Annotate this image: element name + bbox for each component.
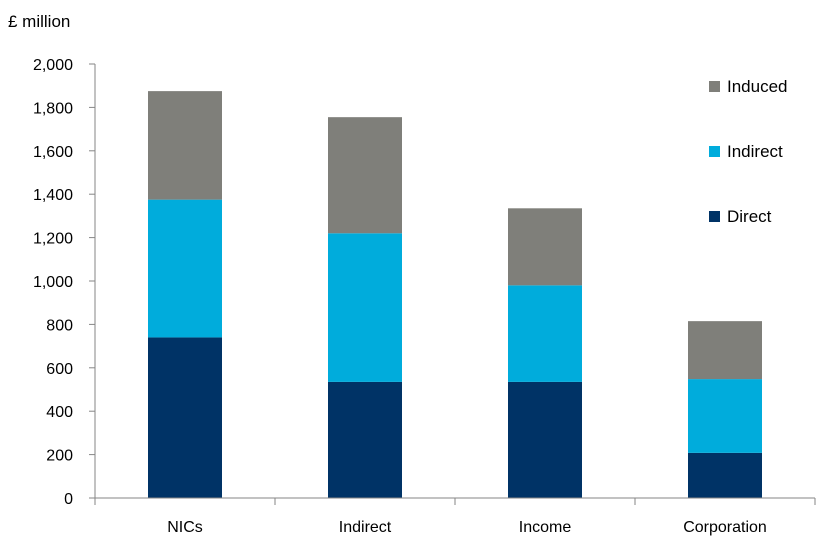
bar-direct-indirect [328,381,402,498]
y-tick-label: 1,800 [33,100,73,117]
legend-swatch-induced [709,81,720,92]
bar-induced-indirect [328,117,402,234]
x-tick-label: Income [519,519,572,536]
bars [148,91,762,498]
y-axis: 0 200 400 600 800 1,000 1,200 1,400 1,600 1,800 2,… [33,57,96,508]
bar-induced-corporation [688,321,762,380]
bar-direct-income [508,381,582,498]
bar-indirect-indirect [328,233,402,382]
bar-indirect-corporation [688,379,762,453]
y-tick-label: 800 [46,317,73,334]
y-tick-label: 200 [46,448,73,465]
y-tick-label: 1,200 [33,231,73,248]
y-tick-label: 0 [64,491,73,508]
bar-indirect-nics [148,199,222,338]
x-tick-label: Indirect [339,519,392,536]
legend-label-induced: Induced [727,77,788,96]
y-tick-label: 2,000 [33,57,73,74]
legend-label-indirect: Indirect [727,142,783,161]
x-tick-label: NICs [167,519,203,536]
y-tick-label: 600 [46,361,73,378]
bar-induced-income [508,208,582,286]
x-tick-label: Corporation [683,519,767,536]
y-tick-label: 400 [46,404,73,421]
bar-induced-nics [148,91,222,200]
y-tick-label: 1,400 [33,187,73,204]
bar-direct-nics [148,337,222,498]
y-tick-label: 1,600 [33,144,73,161]
y-axis-unit-label: £ million [8,12,70,31]
legend-label-direct: Direct [727,207,772,226]
legend: Induced Indirect Direct [709,77,788,226]
bar-indirect-income [508,285,582,382]
legend-swatch-indirect [709,146,720,157]
legend-swatch-direct [709,211,720,222]
y-tick-label: 1,000 [33,274,73,291]
x-axis: NICs Indirect Income Corporation [94,497,816,536]
bar-direct-corporation [688,452,762,498]
